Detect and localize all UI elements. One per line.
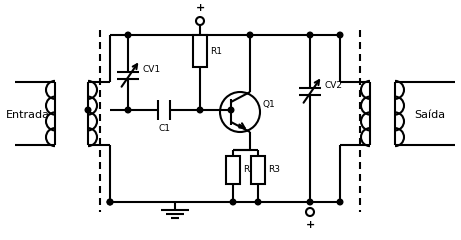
Text: R3: R3 — [268, 166, 280, 174]
Text: CV1: CV1 — [142, 66, 160, 74]
Circle shape — [107, 199, 113, 205]
Text: Entrada: Entrada — [6, 110, 50, 120]
FancyBboxPatch shape — [251, 156, 265, 184]
Circle shape — [307, 32, 313, 38]
Text: R1: R1 — [210, 47, 222, 55]
Circle shape — [125, 107, 131, 113]
Circle shape — [230, 199, 236, 205]
FancyBboxPatch shape — [226, 156, 240, 184]
Circle shape — [255, 199, 261, 205]
Text: R2: R2 — [243, 166, 255, 174]
Circle shape — [107, 199, 113, 205]
Text: CV2: CV2 — [324, 82, 342, 90]
Text: Q1: Q1 — [262, 100, 275, 108]
Text: +: + — [305, 220, 314, 230]
Circle shape — [337, 32, 343, 38]
Circle shape — [247, 32, 253, 38]
Circle shape — [85, 107, 91, 113]
Circle shape — [307, 199, 313, 205]
Circle shape — [125, 32, 131, 38]
Text: Saída: Saída — [414, 110, 446, 120]
FancyBboxPatch shape — [193, 35, 207, 67]
Circle shape — [337, 199, 343, 205]
Text: +: + — [195, 3, 205, 13]
Circle shape — [197, 107, 203, 113]
Text: C1: C1 — [158, 124, 170, 133]
Circle shape — [228, 107, 234, 113]
